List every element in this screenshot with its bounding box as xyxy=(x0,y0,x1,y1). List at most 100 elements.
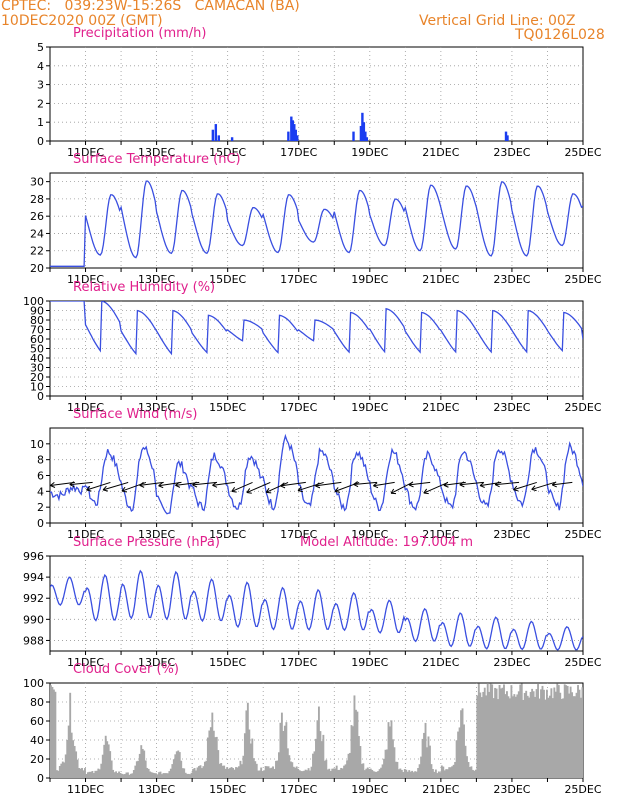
cloud-bar xyxy=(229,767,232,778)
cloud-bar xyxy=(534,696,537,778)
cloud-bar xyxy=(121,773,123,778)
cloud-bar xyxy=(88,771,91,778)
cloud-bar xyxy=(402,772,405,778)
cloud-bar xyxy=(168,771,171,778)
x-tick-label: 17DEC xyxy=(280,273,317,286)
cloud-bar xyxy=(63,762,66,778)
cloud-bar xyxy=(164,773,166,778)
cloud-bar xyxy=(526,695,529,778)
cloud-bar xyxy=(489,683,492,778)
cloud-bar xyxy=(442,766,445,778)
x-tick-label: 11DEC xyxy=(67,783,104,796)
cloud-bar xyxy=(429,745,431,778)
cloud-bar xyxy=(202,766,205,778)
cloud-bar xyxy=(79,768,82,778)
cloud-bar xyxy=(322,734,325,778)
cloud-bar xyxy=(471,769,474,778)
cloud-bar xyxy=(414,771,417,778)
x-tick-label: 21DEC xyxy=(422,146,459,159)
x-tick-label: 13DEC xyxy=(138,401,175,414)
cloud-bar xyxy=(486,683,489,778)
cloud-bar xyxy=(279,722,282,778)
cloud-bar xyxy=(420,756,423,778)
cloud-bar xyxy=(217,750,220,778)
cloud-bar xyxy=(498,684,501,778)
cloud-bar xyxy=(418,764,421,778)
cloud-bar xyxy=(417,768,420,778)
wind-arrow xyxy=(373,481,395,487)
precip-bar xyxy=(352,131,355,141)
y-tick-label: 2 xyxy=(37,97,44,110)
grid-lines xyxy=(50,428,583,523)
x-tick-label: 19DEC xyxy=(351,656,388,669)
x-tick-label: 17DEC xyxy=(280,656,317,669)
y-tick-label: 996 xyxy=(23,550,44,563)
plot-frame xyxy=(49,555,584,652)
x-tick-label: 23DEC xyxy=(493,146,530,159)
cloud-bar xyxy=(346,760,348,778)
x-tick-label: 21DEC xyxy=(422,528,459,541)
wind-arrowhead xyxy=(423,488,429,495)
cloud-bar xyxy=(381,764,384,778)
cloud-bar xyxy=(239,760,242,778)
cloud-bar xyxy=(300,771,303,778)
cloud-bar xyxy=(545,689,548,778)
cloud-bar xyxy=(267,766,270,778)
cloud-bar xyxy=(532,691,535,778)
cloud-bar xyxy=(122,774,125,778)
wind-arrowhead xyxy=(280,482,286,489)
precip-bar xyxy=(506,135,509,141)
y-tick-label: 1 xyxy=(37,116,44,129)
cloud-bar xyxy=(113,772,116,778)
cloud-bar xyxy=(467,762,470,778)
cloud-bar xyxy=(195,770,197,778)
x-tick-label: 17DEC xyxy=(280,401,317,414)
cloud-bar xyxy=(301,771,304,778)
y-tick-label: 20 xyxy=(30,371,44,384)
wind-arrow xyxy=(531,481,555,490)
cloud-bar xyxy=(406,771,409,778)
cloud-bar xyxy=(266,766,269,778)
cloud-bar xyxy=(430,764,433,778)
cloud-bar xyxy=(245,710,248,778)
cloud-bar xyxy=(208,730,211,778)
cloud-bar xyxy=(403,769,406,778)
cloud-bar xyxy=(329,770,332,778)
y-tick-label: 0 xyxy=(37,517,44,530)
x-tick-label: 11DEC xyxy=(67,528,104,541)
cloud-bar xyxy=(162,773,165,778)
cloud-bar xyxy=(566,686,569,778)
cloud-bar xyxy=(198,766,200,778)
cloud-bar xyxy=(70,732,73,778)
cloud-bar xyxy=(189,774,192,778)
cloud-bar xyxy=(254,761,257,778)
x-tick-label: 19DEC xyxy=(351,273,388,286)
wind-arrowhead xyxy=(459,481,465,488)
cloud-bar xyxy=(514,696,517,778)
cloud-bar xyxy=(371,769,374,778)
cloud-bar xyxy=(192,769,195,778)
cloud-bar xyxy=(221,765,224,778)
cloud-bar xyxy=(448,767,451,778)
cloud-bar xyxy=(340,767,343,778)
cloud-bar xyxy=(479,692,482,778)
cloud-bar xyxy=(535,689,538,778)
panel-title: Surface Wind (m/s) xyxy=(73,407,197,422)
cloud-bar xyxy=(118,771,120,778)
cloud-bar xyxy=(116,773,119,778)
cloud-bar xyxy=(378,769,381,778)
cloud-bar xyxy=(50,685,52,778)
y-tick-label: 30 xyxy=(30,176,44,189)
header-datetime: 10DEC2020 00Z (GMT) xyxy=(1,13,163,29)
cloud-bar xyxy=(375,771,378,778)
cloud-bar xyxy=(184,772,187,778)
panel-2: Surface Temperature (nC) 20 22 24 26 28 30 11DE… xyxy=(30,152,602,286)
wind-arrow xyxy=(102,481,129,491)
panel-title: Precipitation (mm/h) xyxy=(73,26,206,41)
cloud-bar xyxy=(313,751,316,778)
cloud-bar xyxy=(538,698,541,778)
wind-arrowhead xyxy=(479,482,485,488)
cloud-bar xyxy=(107,744,110,778)
cloud-bar xyxy=(94,770,97,778)
grid-lines xyxy=(50,556,583,651)
